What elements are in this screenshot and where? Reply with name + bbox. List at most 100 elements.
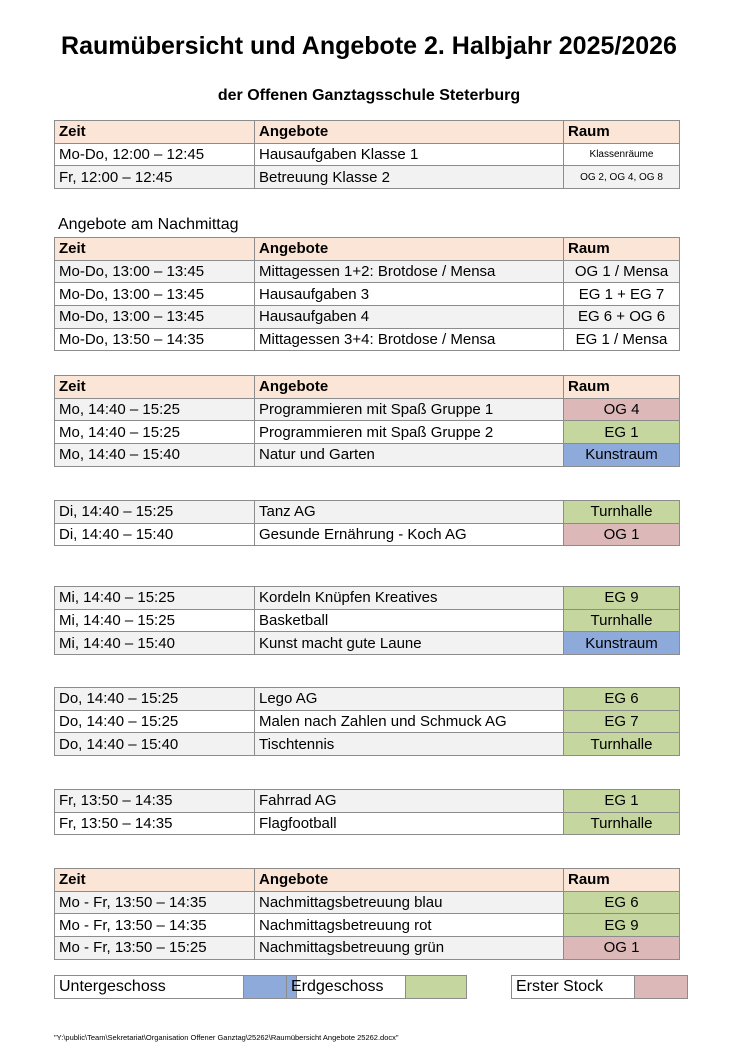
cell-activity: Programmieren mit Spaß Gruppe 2 [254,420,564,445]
header-room: Raum [563,120,680,144]
cell-activity: Lego AG [254,687,564,711]
header-activity: Angebote [254,120,564,144]
cell-room: Turnhalle [563,500,680,524]
cell-activity: Hausaufgaben Klasse 1 [254,142,564,167]
legend-label: Erster Stock [516,978,604,995]
table-row: Mo-Do, 12:00 – 12:45 Hausaufgaben Klasse … [54,142,680,167]
table-row: Mo-Do, 13:00 – 13:45 Mittagessen 1+2: Bro… [54,259,680,284]
cell-activity: Tischtennis [254,732,564,757]
cell-activity: Programmieren mit Spaß Gruppe 1 [254,397,564,422]
section-label: Angebote am Nachmittag [58,216,239,233]
table-header-row: Zeit Angebote Raum [54,868,680,892]
table-row: Fr, 13:50 – 14:35 Fahrrad AG EG 1 [54,789,680,813]
legend-swatch [243,976,296,998]
cell-activity: Kunst macht gute Laune [254,631,564,656]
table-row: Mo - Fr, 13:50 – 14:35 Nachmittagsbetreuu… [54,913,680,938]
cell-time: Mo, 14:40 – 15:25 [54,397,255,422]
header-room: Raum [563,868,680,892]
schedule-table: Zeit Angebote Raum Mo, 14:40 – 15:25 Program… [54,375,680,467]
table-row: Mo-Do, 13:00 – 13:45 Hausaufgaben 4 EG 6 +… [54,305,680,329]
table-header-row: Zeit Angebote Raum [54,375,680,399]
cell-room: EG 1 / Mensa [563,327,680,352]
cell-activity: Malen nach Zahlen und Schmuck AG [254,709,564,734]
cell-room: Kunstraum [563,631,680,656]
cell-room: EG 6 + OG 6 [563,305,680,329]
cell-time: Mo-Do, 13:00 – 13:45 [54,305,255,329]
table-row: Mo - Fr, 13:50 – 14:35 Nachmittagsbetreuu… [54,890,680,915]
schedule-table: Mi, 14:40 – 15:25 Kordeln Knüpfen Kreativ… [54,586,680,656]
cell-time: Mo - Fr, 13:50 – 14:35 [54,890,255,915]
cell-room: EG 7 [563,709,680,734]
schedule-table: Fr, 13:50 – 14:35 Fahrrad AG EG 1 Fr, 13:50… [54,789,680,836]
cell-activity: Kordeln Knüpfen Kreatives [254,586,564,610]
table-row: Mo - Fr, 13:50 – 15:25 Nachmittagsbetreuu… [54,936,680,960]
table-header-row: Zeit Angebote Raum [54,237,680,261]
legend-label: Erdgeschoss [291,978,384,995]
cell-activity: Hausaufgaben 3 [254,282,564,307]
cell-activity: Hausaufgaben 4 [254,305,564,329]
cell-room: EG 9 [563,586,680,610]
cell-time: Di, 14:40 – 15:40 [54,522,255,547]
cell-room: Kunstraum [563,443,680,467]
cell-activity: Gesunde Ernährung - Koch AG [254,522,564,547]
table-row: Di, 14:40 – 15:40 Gesunde Ernährung - Koc… [54,522,680,547]
cell-activity: Tanz AG [254,500,564,524]
cell-activity: Basketball [254,608,564,633]
cell-activity: Mittagessen 3+4: Brotdose / Mensa [254,327,564,352]
cell-activity: Nachmittagsbetreuung rot [254,913,564,938]
legend-item: Erdgeschoss [286,975,467,999]
cell-room: EG 6 [563,687,680,711]
cell-time: Mo, 14:40 – 15:25 [54,420,255,445]
cell-time: Do, 14:40 – 15:25 [54,709,255,734]
legend-label: Untergeschoss [59,978,166,995]
cell-time: Do, 14:40 – 15:40 [54,732,255,757]
legend-swatch [405,976,466,998]
page-subtitle: der Offenen Ganztagsschule Steterburg [217,87,521,104]
header-time: Zeit [54,375,255,399]
header-activity: Angebote [254,868,564,892]
legend-item: Erster Stock [511,975,688,999]
table-header-row: Zeit Angebote Raum [54,120,680,144]
cell-time: Do, 14:40 – 15:25 [54,687,255,711]
header-time: Zeit [54,120,255,144]
header-time: Zeit [54,868,255,892]
cell-time: Fr, 12:00 – 12:45 [54,165,255,190]
schedule-table: Zeit Angebote Raum Mo-Do, 13:00 – 13:45 Mitt… [54,237,680,352]
header-activity: Angebote [254,237,564,261]
cell-time: Mo - Fr, 13:50 – 15:25 [54,936,255,960]
table-row: Di, 14:40 – 15:25 Tanz AG Turnhalle [54,500,680,524]
table-row: Fr, 12:00 – 12:45 Betreuung Klasse 2 OG 2,… [54,165,680,190]
table-row: Mo, 14:40 – 15:25 Programmieren mit Spaß … [54,397,680,422]
table-row: Mi, 14:40 – 15:25 Kordeln Knüpfen Kreativ… [54,586,680,610]
cell-room: OG 1 / Mensa [563,259,680,284]
cell-room: OG 1 [563,522,680,547]
cell-time: Mo-Do, 13:50 – 14:35 [54,327,255,352]
table-row: Mo-Do, 13:00 – 13:45 Hausaufgaben 3 EG 1 +… [54,282,680,307]
cell-time: Mi, 14:40 – 15:25 [54,608,255,633]
header-activity: Angebote [254,375,564,399]
cell-time: Mo, 14:40 – 15:40 [54,443,255,467]
cell-time: Mo-Do, 13:00 – 13:45 [54,282,255,307]
cell-time: Fr, 13:50 – 14:35 [54,811,255,836]
schedule-table: Di, 14:40 – 15:25 Tanz AG Turnhalle Di, 14:… [54,500,680,547]
cell-time: Mo-Do, 13:00 – 13:45 [54,259,255,284]
cell-room: Turnhalle [563,732,680,757]
cell-time: Mo-Do, 12:00 – 12:45 [54,142,255,167]
cell-room: OG 2, OG 4, OG 8 [563,165,680,190]
page-title: Raumübersicht und Angebote 2. Halbjahr 2… [61,32,677,60]
cell-activity: Nachmittagsbetreuung blau [254,890,564,915]
header-time: Zeit [54,237,255,261]
table-row: Fr, 13:50 – 14:35 Flagfootball Turnhalle [54,811,680,836]
file-path-footer: "Y:\public\Team\Sekretariat\Organisation… [54,1033,399,1042]
header-room: Raum [563,237,680,261]
table-row: Mi, 14:40 – 15:25 Basketball Turnhalle [54,608,680,633]
cell-activity: Natur und Garten [254,443,564,467]
cell-room: EG 9 [563,913,680,938]
legend-swatch [634,976,687,998]
schedule-table: Zeit Angebote Raum Mo - Fr, 13:50 – 14:35 Na… [54,868,680,960]
schedule-table: Zeit Angebote Raum Mo-Do, 12:00 – 12:45 Haus… [54,120,680,190]
cell-room: EG 1 [563,420,680,445]
cell-room: Turnhalle [563,608,680,633]
cell-time: Mi, 14:40 – 15:40 [54,631,255,656]
